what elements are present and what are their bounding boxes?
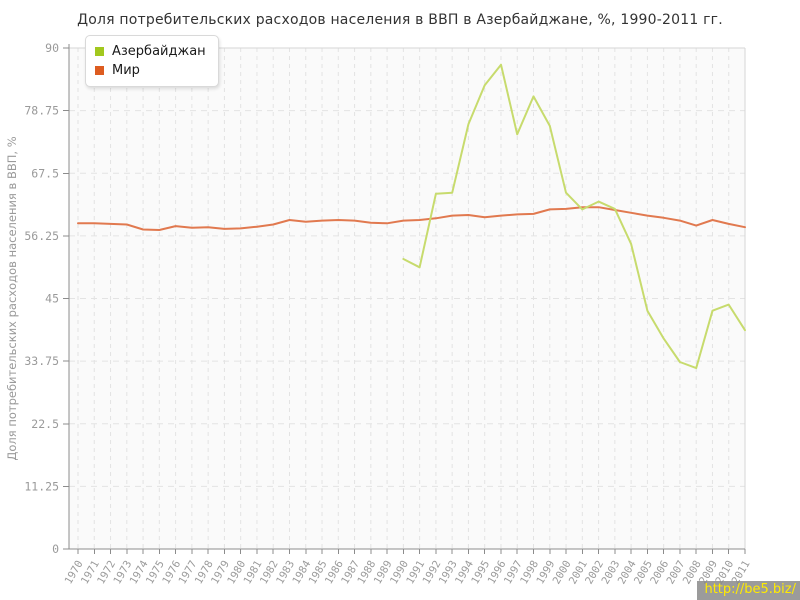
y-tick-label: 90 bbox=[45, 41, 59, 55]
legend-label-azerbaijan: Азербайджан bbox=[112, 44, 206, 59]
series-line-azerbaijan bbox=[402, 63, 746, 370]
chart-legend: Азербайджан Мир bbox=[85, 35, 219, 87]
chart-title: Доля потребительских расходов населения … bbox=[77, 12, 723, 28]
series-line-world bbox=[77, 206, 746, 231]
y-tick-label: 33.75 bbox=[24, 354, 59, 368]
y-tick-label: 45 bbox=[45, 292, 59, 306]
y-tick-label: 11.25 bbox=[24, 479, 59, 493]
legend-item-azerbaijan[interactable]: Азербайджан bbox=[95, 42, 206, 61]
y-axis-title: Доля потребительских расходов населения … bbox=[5, 136, 19, 460]
y-tick-label: 0 bbox=[52, 542, 59, 556]
y-tick-label: 67.5 bbox=[31, 166, 59, 180]
y-tick-label: 78.75 bbox=[24, 104, 59, 118]
legend-item-world[interactable]: Мир bbox=[95, 61, 206, 80]
legend-swatch-azerbaijan-icon bbox=[95, 47, 104, 56]
legend-swatch-world-icon bbox=[95, 66, 104, 75]
watermark-link[interactable]: http://be5.biz/ bbox=[697, 581, 800, 600]
y-tick-label: 56.25 bbox=[24, 229, 59, 243]
y-tick-label: 22.5 bbox=[31, 417, 59, 431]
legend-label-world: Мир bbox=[112, 63, 140, 78]
